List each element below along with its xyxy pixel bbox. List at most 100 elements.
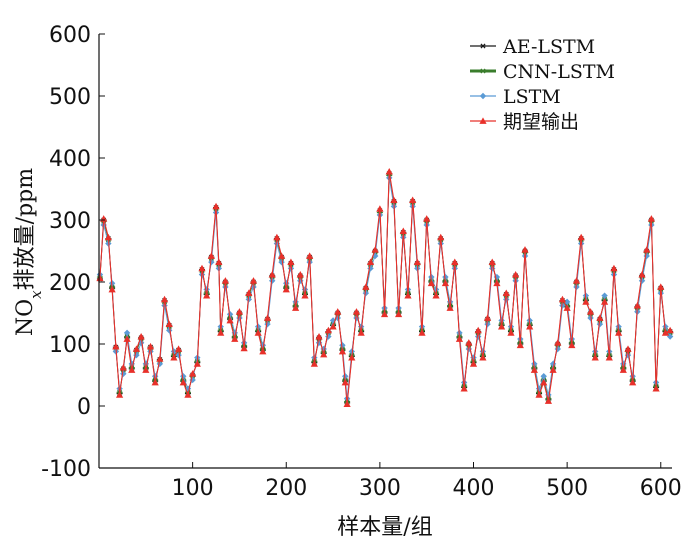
series-line <box>99 171 671 405</box>
x-tick-label: 200 <box>265 476 307 501</box>
data-point <box>208 258 215 266</box>
y-axis-title-rest: 排放量/ppm <box>13 168 38 291</box>
data-point <box>442 273 449 281</box>
data-point <box>132 345 141 352</box>
data-point <box>423 215 431 222</box>
data-point <box>507 329 515 336</box>
data-point <box>600 298 609 305</box>
data-point <box>549 366 557 373</box>
data-point <box>254 329 262 336</box>
data-point <box>460 385 468 392</box>
data-point <box>189 370 197 377</box>
data-point <box>577 233 585 241</box>
data-point <box>352 308 361 315</box>
data-point <box>142 366 150 373</box>
data-point <box>174 345 183 352</box>
data-point <box>582 298 590 305</box>
data-point <box>203 286 210 293</box>
data-point <box>479 117 487 124</box>
y-axis-title: NOx排放量/ppm <box>13 168 45 336</box>
data-point <box>502 289 510 297</box>
data-point <box>222 283 229 291</box>
data-point <box>596 314 604 321</box>
data-point <box>624 345 632 352</box>
data-point <box>100 215 108 222</box>
data-point <box>479 354 487 361</box>
data-point <box>339 342 346 349</box>
data-point <box>563 298 571 306</box>
data-point <box>418 329 426 336</box>
data-point <box>245 289 253 297</box>
legend-item: 期望输出 <box>470 111 579 133</box>
data-point <box>338 347 347 355</box>
y-tick-label: 500 <box>49 85 91 110</box>
data-point <box>497 323 506 330</box>
x-tick-label: 300 <box>359 476 401 501</box>
x-tick-label: 400 <box>453 476 495 501</box>
data-point <box>451 258 459 266</box>
data-point <box>123 335 131 342</box>
data-point <box>362 289 370 297</box>
data-point <box>404 292 412 299</box>
y-ticks: -100 0 100 200 300 400 500 600 <box>41 23 105 482</box>
data-point <box>231 335 239 342</box>
data-point <box>446 304 454 311</box>
data-point <box>629 378 637 386</box>
data-point <box>441 279 450 287</box>
data-point <box>296 270 304 278</box>
y-axis-title-main: NO <box>13 299 38 336</box>
data-point <box>310 360 318 367</box>
data-point <box>268 270 276 278</box>
data-point <box>638 270 646 278</box>
data-point <box>273 233 281 241</box>
data-point <box>151 378 159 386</box>
data-point <box>516 341 524 349</box>
data-point <box>348 348 355 355</box>
data-point <box>480 43 486 49</box>
data-point <box>512 270 520 278</box>
data-point <box>226 311 234 318</box>
data-point <box>432 292 440 299</box>
data-point <box>540 373 547 380</box>
data-point <box>484 320 491 328</box>
data-point <box>540 378 548 386</box>
data-point <box>427 279 435 287</box>
data-point <box>572 277 581 284</box>
data-point <box>240 344 248 352</box>
data-point <box>269 277 276 284</box>
data-point <box>559 302 566 309</box>
data-point <box>292 304 300 311</box>
data-point <box>535 391 543 398</box>
data-point <box>395 310 403 318</box>
data-point <box>123 329 131 337</box>
y-tick-label: 400 <box>49 147 91 172</box>
y-tick-label: 100 <box>49 333 91 358</box>
y-tick-label: 300 <box>49 209 91 234</box>
data-point <box>399 227 407 235</box>
data-point <box>521 246 529 253</box>
data-point <box>480 68 486 74</box>
data-point <box>535 385 543 392</box>
data-point <box>115 391 124 398</box>
data-point <box>193 360 201 367</box>
legend-label: AE-LSTM <box>502 36 595 58</box>
data-point <box>413 258 421 266</box>
data-point <box>112 342 120 350</box>
data-point <box>647 215 656 222</box>
data-point <box>179 378 187 386</box>
data-point <box>601 292 608 299</box>
data-point <box>282 285 290 293</box>
data-point <box>329 323 337 330</box>
y-tick-label: -100 <box>41 457 91 482</box>
data-point <box>633 301 641 309</box>
data-point <box>198 264 206 272</box>
data-point <box>437 233 445 241</box>
data-point <box>605 354 613 361</box>
data-point <box>479 92 487 100</box>
data-point <box>287 258 295 266</box>
plot-area <box>96 168 674 408</box>
data-point <box>301 292 309 299</box>
data-point <box>221 277 229 284</box>
data-point <box>530 366 538 373</box>
x-tick-label: 100 <box>172 476 214 501</box>
